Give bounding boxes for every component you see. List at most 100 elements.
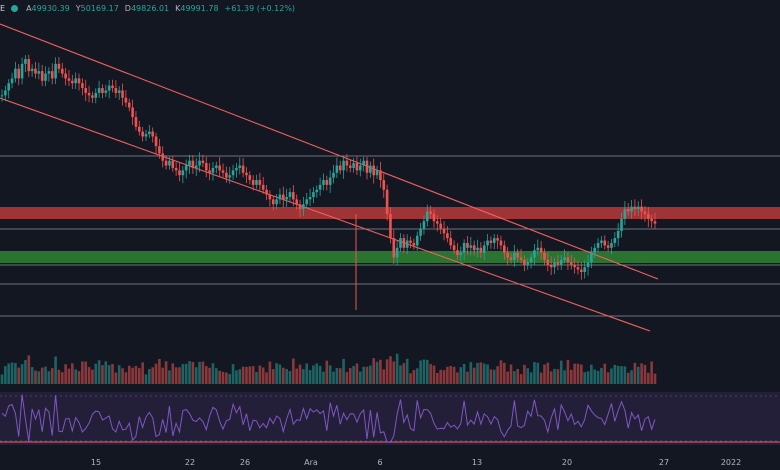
candle-body bbox=[188, 160, 191, 166]
candle-body bbox=[610, 242, 613, 248]
volume-bar bbox=[409, 373, 412, 384]
candle-body bbox=[50, 71, 54, 79]
volume-bar bbox=[569, 369, 573, 384]
candle-body bbox=[432, 213, 436, 222]
volume-bar bbox=[549, 371, 553, 384]
volume-bar bbox=[348, 368, 352, 384]
volume-bar bbox=[590, 364, 593, 384]
candle-body bbox=[27, 59, 31, 72]
candles-layer bbox=[0, 54, 657, 310]
volume-bar bbox=[151, 367, 154, 384]
symbol-tail: E bbox=[0, 4, 6, 13]
candle-body bbox=[335, 165, 339, 173]
volume-bar bbox=[211, 363, 215, 384]
volume-bar bbox=[543, 364, 546, 384]
candle-body bbox=[633, 206, 637, 210]
candle-body bbox=[425, 211, 429, 222]
volume-bar bbox=[513, 371, 516, 384]
candle-body bbox=[228, 175, 232, 178]
volume-bar bbox=[328, 365, 332, 384]
candle-body bbox=[375, 170, 379, 176]
volume-bar bbox=[429, 364, 432, 384]
candle-body bbox=[328, 177, 332, 185]
volume-bar bbox=[251, 366, 255, 384]
volume-bar bbox=[385, 359, 389, 384]
volume-bar bbox=[446, 366, 449, 384]
volume-bar bbox=[34, 370, 37, 384]
candle-body bbox=[211, 167, 215, 173]
candle-body bbox=[345, 160, 349, 166]
candle-body bbox=[161, 153, 165, 161]
volume-bar bbox=[101, 365, 104, 384]
volume-bar bbox=[580, 364, 583, 384]
volume-bar bbox=[221, 371, 225, 384]
candle-body bbox=[600, 240, 603, 243]
volume-bar bbox=[184, 363, 188, 384]
volume-bar bbox=[442, 370, 446, 384]
candle-body bbox=[569, 262, 573, 265]
volume-bar bbox=[593, 369, 597, 384]
candle-body bbox=[456, 250, 459, 256]
candle-body bbox=[77, 78, 81, 84]
candle-body bbox=[469, 245, 473, 248]
volume-bar bbox=[261, 367, 265, 384]
candle-body bbox=[231, 170, 235, 176]
volume-bar bbox=[188, 361, 191, 384]
volume-bar bbox=[640, 363, 643, 384]
candle-body bbox=[382, 180, 386, 190]
volume-bar bbox=[539, 372, 543, 384]
candle-body bbox=[275, 199, 278, 205]
volume-bar bbox=[566, 359, 570, 384]
candle-body bbox=[285, 196, 288, 200]
candle-body bbox=[573, 264, 576, 268]
candle-body bbox=[640, 206, 643, 212]
volume-bar bbox=[60, 372, 64, 384]
resistance-zone bbox=[0, 207, 780, 219]
x-tick-label: 26 bbox=[240, 458, 250, 467]
candle-body bbox=[60, 68, 64, 74]
volume-bar bbox=[281, 367, 285, 384]
volume-bar bbox=[472, 367, 476, 384]
candle-body bbox=[181, 170, 185, 176]
rsi-band bbox=[0, 392, 780, 445]
volume-bar bbox=[647, 372, 650, 384]
candle-body bbox=[10, 78, 14, 84]
volume-bar bbox=[231, 364, 235, 384]
volume-bar bbox=[643, 364, 647, 384]
candle-body bbox=[392, 238, 396, 258]
volume-bar bbox=[137, 368, 141, 384]
volume-bar bbox=[30, 367, 34, 384]
candle-body bbox=[342, 160, 345, 171]
candle-body bbox=[312, 192, 315, 197]
candle-body bbox=[369, 165, 372, 173]
candle-body bbox=[402, 238, 406, 248]
candle-body bbox=[559, 259, 563, 265]
candle-body bbox=[486, 240, 489, 246]
x-axis: 15 22 26 Ara 6 13 20 27 2022 bbox=[91, 458, 741, 467]
candle-body bbox=[479, 247, 483, 253]
candle-body bbox=[496, 238, 499, 241]
candle-body bbox=[245, 172, 248, 176]
candle-body bbox=[194, 165, 198, 168]
volume-bar bbox=[117, 365, 121, 384]
volume-bar bbox=[432, 365, 436, 384]
candle-body bbox=[191, 160, 195, 168]
volume-bar bbox=[563, 370, 566, 384]
volume-bar bbox=[248, 366, 252, 384]
candle-body bbox=[40, 71, 44, 81]
volume-bar bbox=[54, 356, 57, 384]
candle-body bbox=[623, 209, 627, 219]
candle-body bbox=[489, 240, 493, 243]
volume-bar bbox=[606, 372, 610, 384]
x-tick-label: 2022 bbox=[721, 458, 741, 467]
volume-bar bbox=[573, 363, 576, 384]
candle-body bbox=[57, 63, 61, 69]
volume-bar bbox=[338, 368, 342, 384]
volume-bar bbox=[482, 363, 486, 384]
volume-bar bbox=[215, 368, 218, 384]
volume-bar bbox=[342, 358, 345, 384]
candle-body bbox=[419, 228, 422, 236]
candle-body bbox=[348, 165, 352, 168]
volume-bar bbox=[449, 365, 453, 384]
